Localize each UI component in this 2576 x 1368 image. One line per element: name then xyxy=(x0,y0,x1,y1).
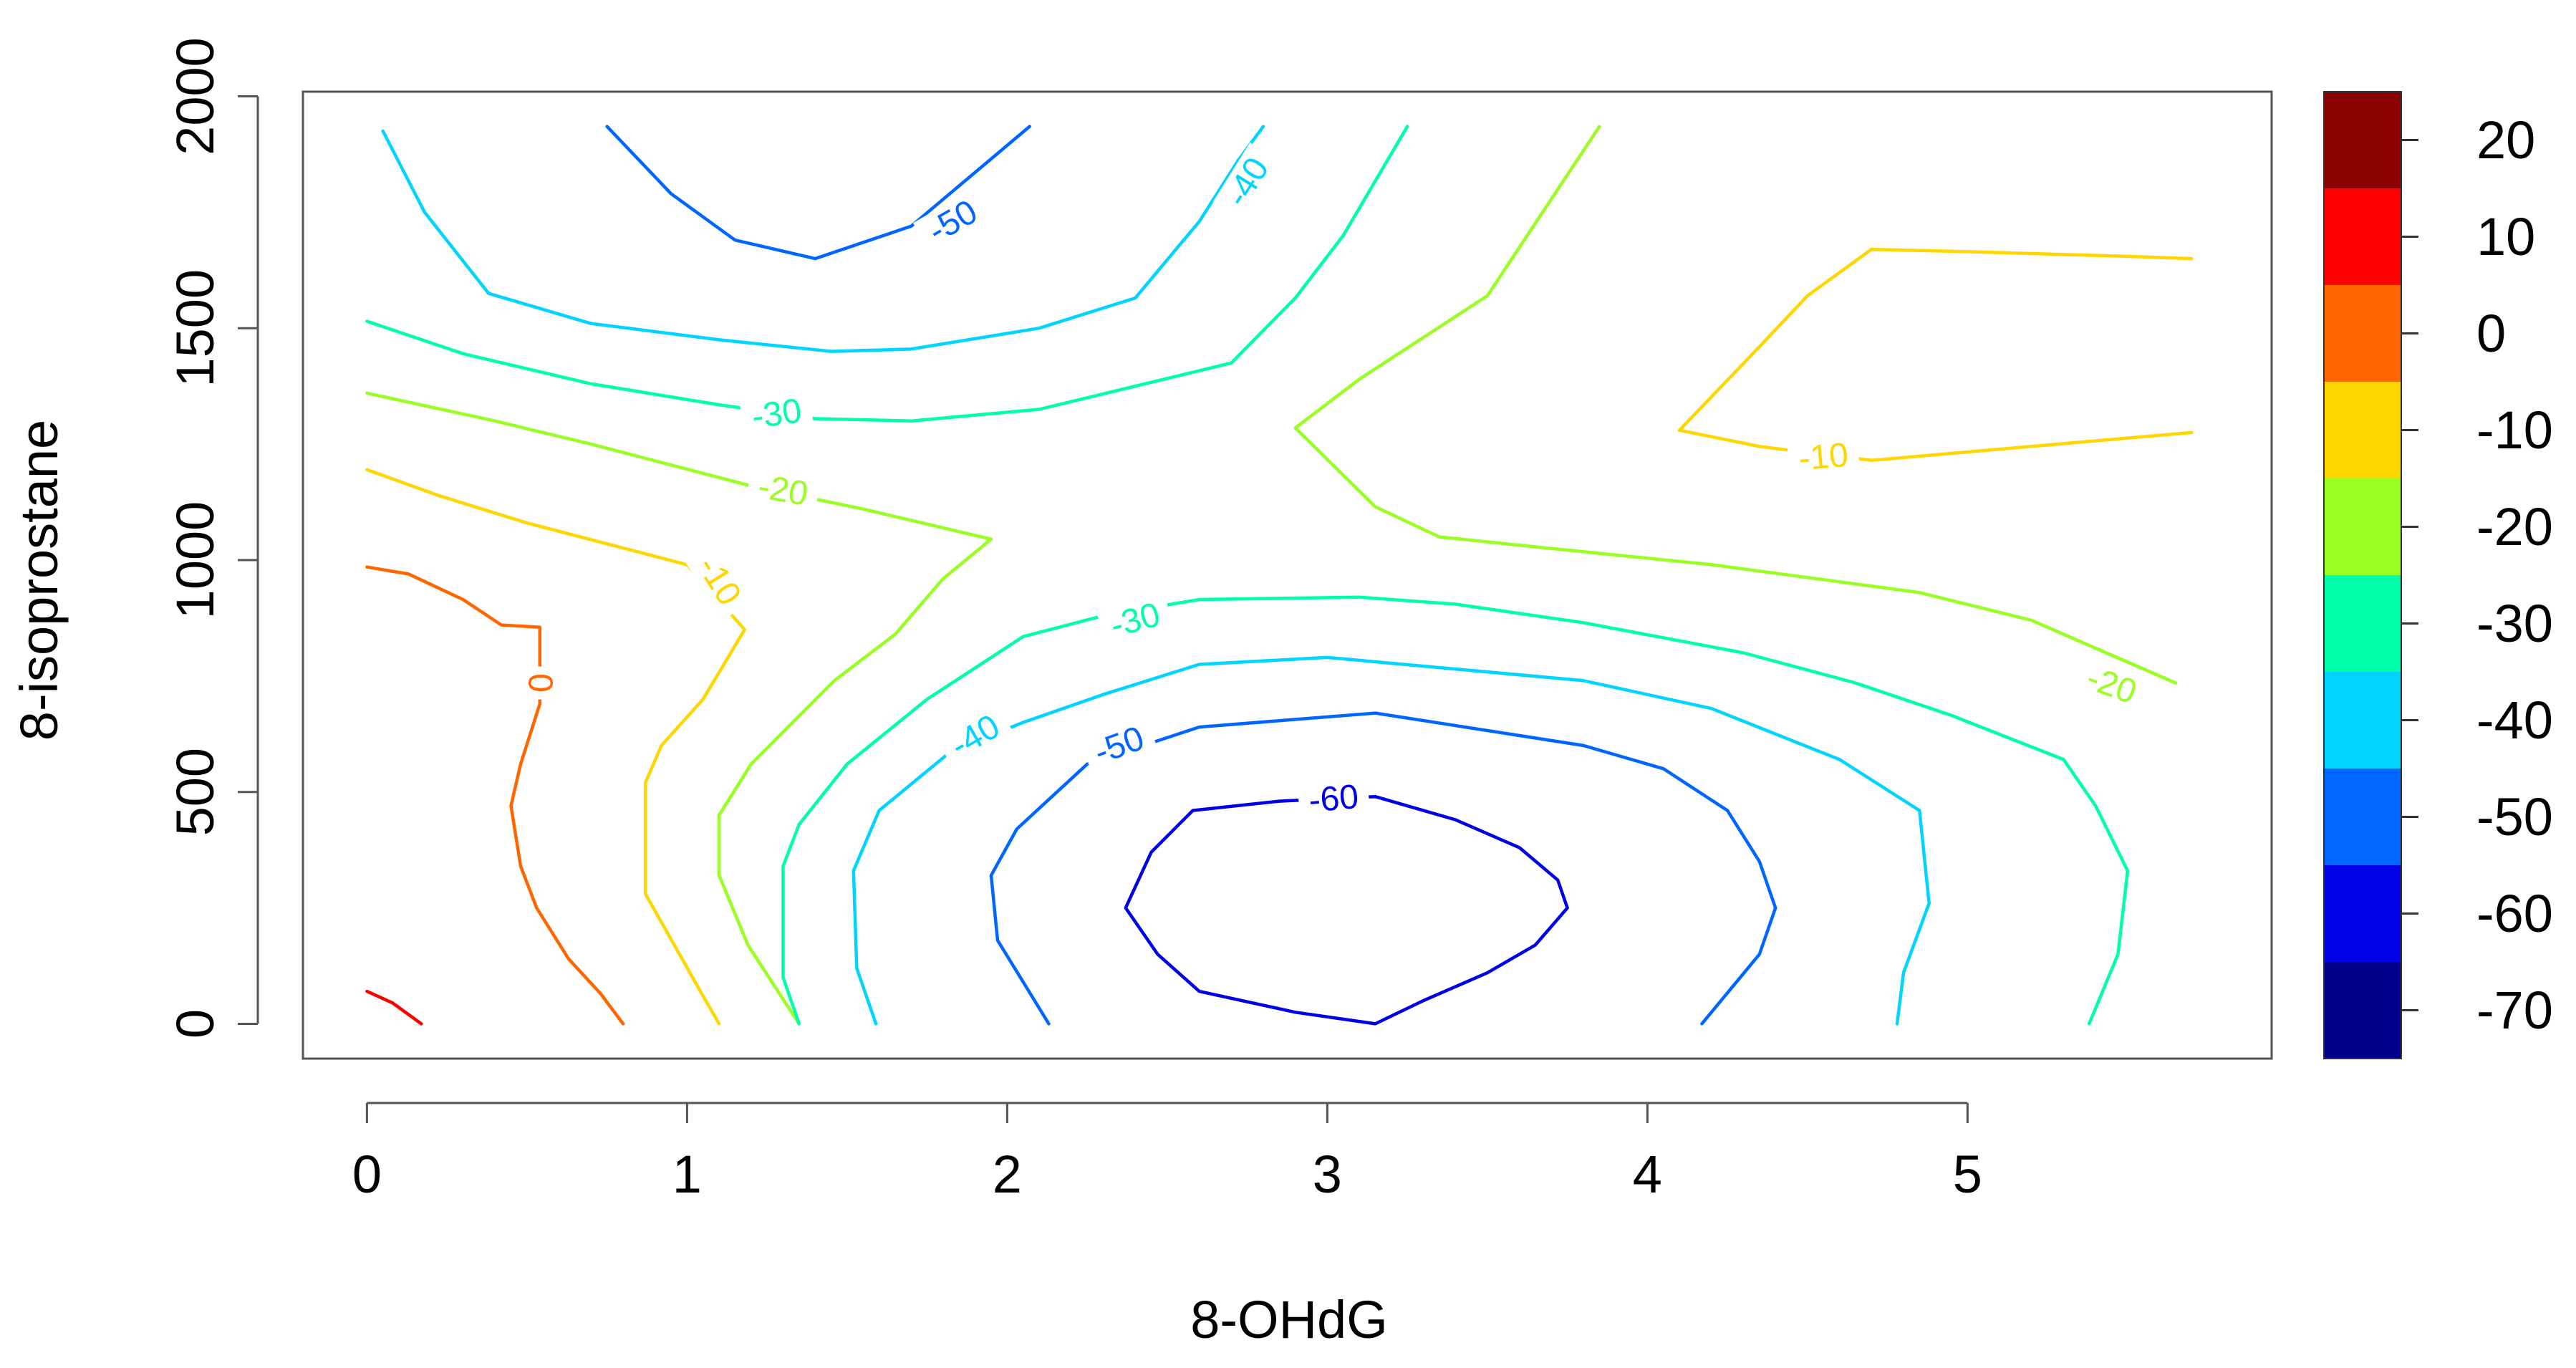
contour-line xyxy=(989,711,1777,1026)
contour-line xyxy=(365,565,625,1026)
contour-label-group: -50 xyxy=(912,188,993,256)
y-tick-label: 0 xyxy=(165,1009,225,1039)
colorbar-swatch xyxy=(2324,285,2401,382)
contour-label-group: -20 xyxy=(745,466,821,515)
colorbar-tick-label: -20 xyxy=(2476,497,2553,557)
x-tick-label: 5 xyxy=(1953,1145,1982,1204)
contour-line xyxy=(1677,428,2194,462)
contour-label-bg xyxy=(1212,142,1282,222)
colorbar-tick-label: 10 xyxy=(2476,207,2535,266)
contour-label-bg xyxy=(685,541,754,621)
colorbar-swatch xyxy=(2324,865,2401,962)
contour-line xyxy=(852,655,1931,1026)
contour-label-group: -50 xyxy=(1079,716,1159,776)
contour-label-bg xyxy=(912,188,993,256)
contour-label-group: -30 xyxy=(1096,593,1174,647)
colorbar-tick-label: -50 xyxy=(2476,787,2553,847)
plot-frame xyxy=(302,90,2273,1060)
x-tick-label: 3 xyxy=(1313,1145,1342,1204)
contour-label-bg xyxy=(1096,593,1174,647)
contour-label-bg xyxy=(521,666,559,700)
contour-label-group: -40 xyxy=(935,702,1016,771)
contour-line xyxy=(1677,247,2194,432)
colorbar-tick-label: -70 xyxy=(2476,981,2553,1040)
colorbar-swatch xyxy=(2324,575,2401,672)
colorbar-swatch xyxy=(2324,769,2401,865)
contour-label-group: -10 xyxy=(685,541,754,621)
contour-line xyxy=(365,468,747,1026)
x-tick-label: 1 xyxy=(672,1145,702,1204)
colorbar-frame xyxy=(2323,91,2402,1059)
contour-line xyxy=(365,125,1409,423)
colorbar-tick-label: 0 xyxy=(2476,304,2506,363)
contour-line xyxy=(781,595,2130,1026)
x-tick-label: 4 xyxy=(1633,1145,1662,1204)
contour-label: -60 xyxy=(1307,778,1360,820)
colorbar-tick-label: -40 xyxy=(2476,690,2553,750)
colorbar-swatch xyxy=(2324,672,2401,769)
contour-line xyxy=(365,391,993,1026)
contour-line xyxy=(365,989,423,1026)
y-axis-title: 8-isoprostane xyxy=(9,420,69,741)
contour-line xyxy=(1124,794,1569,1026)
colorbar-tick-label: -10 xyxy=(2476,400,2553,460)
contour-label-bg xyxy=(1787,435,1861,479)
x-tick-label: 2 xyxy=(993,1145,1022,1204)
colorbar-tick-label: -30 xyxy=(2476,594,2553,653)
contour-label-bg xyxy=(745,466,821,515)
contour-label-bg xyxy=(1079,716,1159,776)
contour-label-bg xyxy=(2072,655,2151,715)
contour-label-group: -10 xyxy=(1787,435,1861,479)
contour-label: -10 xyxy=(1797,436,1850,478)
y-tick-label: 2000 xyxy=(165,37,225,155)
contour-label-group: -30 xyxy=(739,390,814,438)
colorbar-swatch xyxy=(2324,478,2401,575)
y-tick-label: 500 xyxy=(165,748,225,836)
contour-label-group: -60 xyxy=(1297,777,1371,821)
contour-label: -30 xyxy=(749,392,804,436)
contour-label-bg xyxy=(935,702,1016,771)
contour-label: -20 xyxy=(756,468,811,514)
colorbar-swatch xyxy=(2324,92,2401,188)
colorbar-swatch xyxy=(2324,382,2401,478)
contour-label-group: 0 xyxy=(521,666,559,700)
x-tick-label: 0 xyxy=(352,1145,382,1204)
contour-label: -30 xyxy=(1106,596,1164,645)
contour-label-bg xyxy=(739,390,814,438)
colorbar-tick-label: -60 xyxy=(2476,884,2553,943)
y-tick-label: 1000 xyxy=(165,501,225,620)
contour-line xyxy=(605,125,1031,261)
colorbar-swatch xyxy=(2324,962,2401,1059)
contour-label-bg xyxy=(1297,777,1371,821)
contour-label-group: -20 xyxy=(2072,655,2151,715)
contour-line xyxy=(1293,125,2178,685)
x-axis-title: 8-OHdG xyxy=(1190,1290,1388,1349)
colorbar-swatch xyxy=(2324,188,2401,285)
y-tick-label: 1500 xyxy=(165,269,225,387)
contour-label: 0 xyxy=(521,673,559,693)
contour-line xyxy=(381,125,1265,353)
colorbar-tick-label: 20 xyxy=(2476,110,2535,170)
